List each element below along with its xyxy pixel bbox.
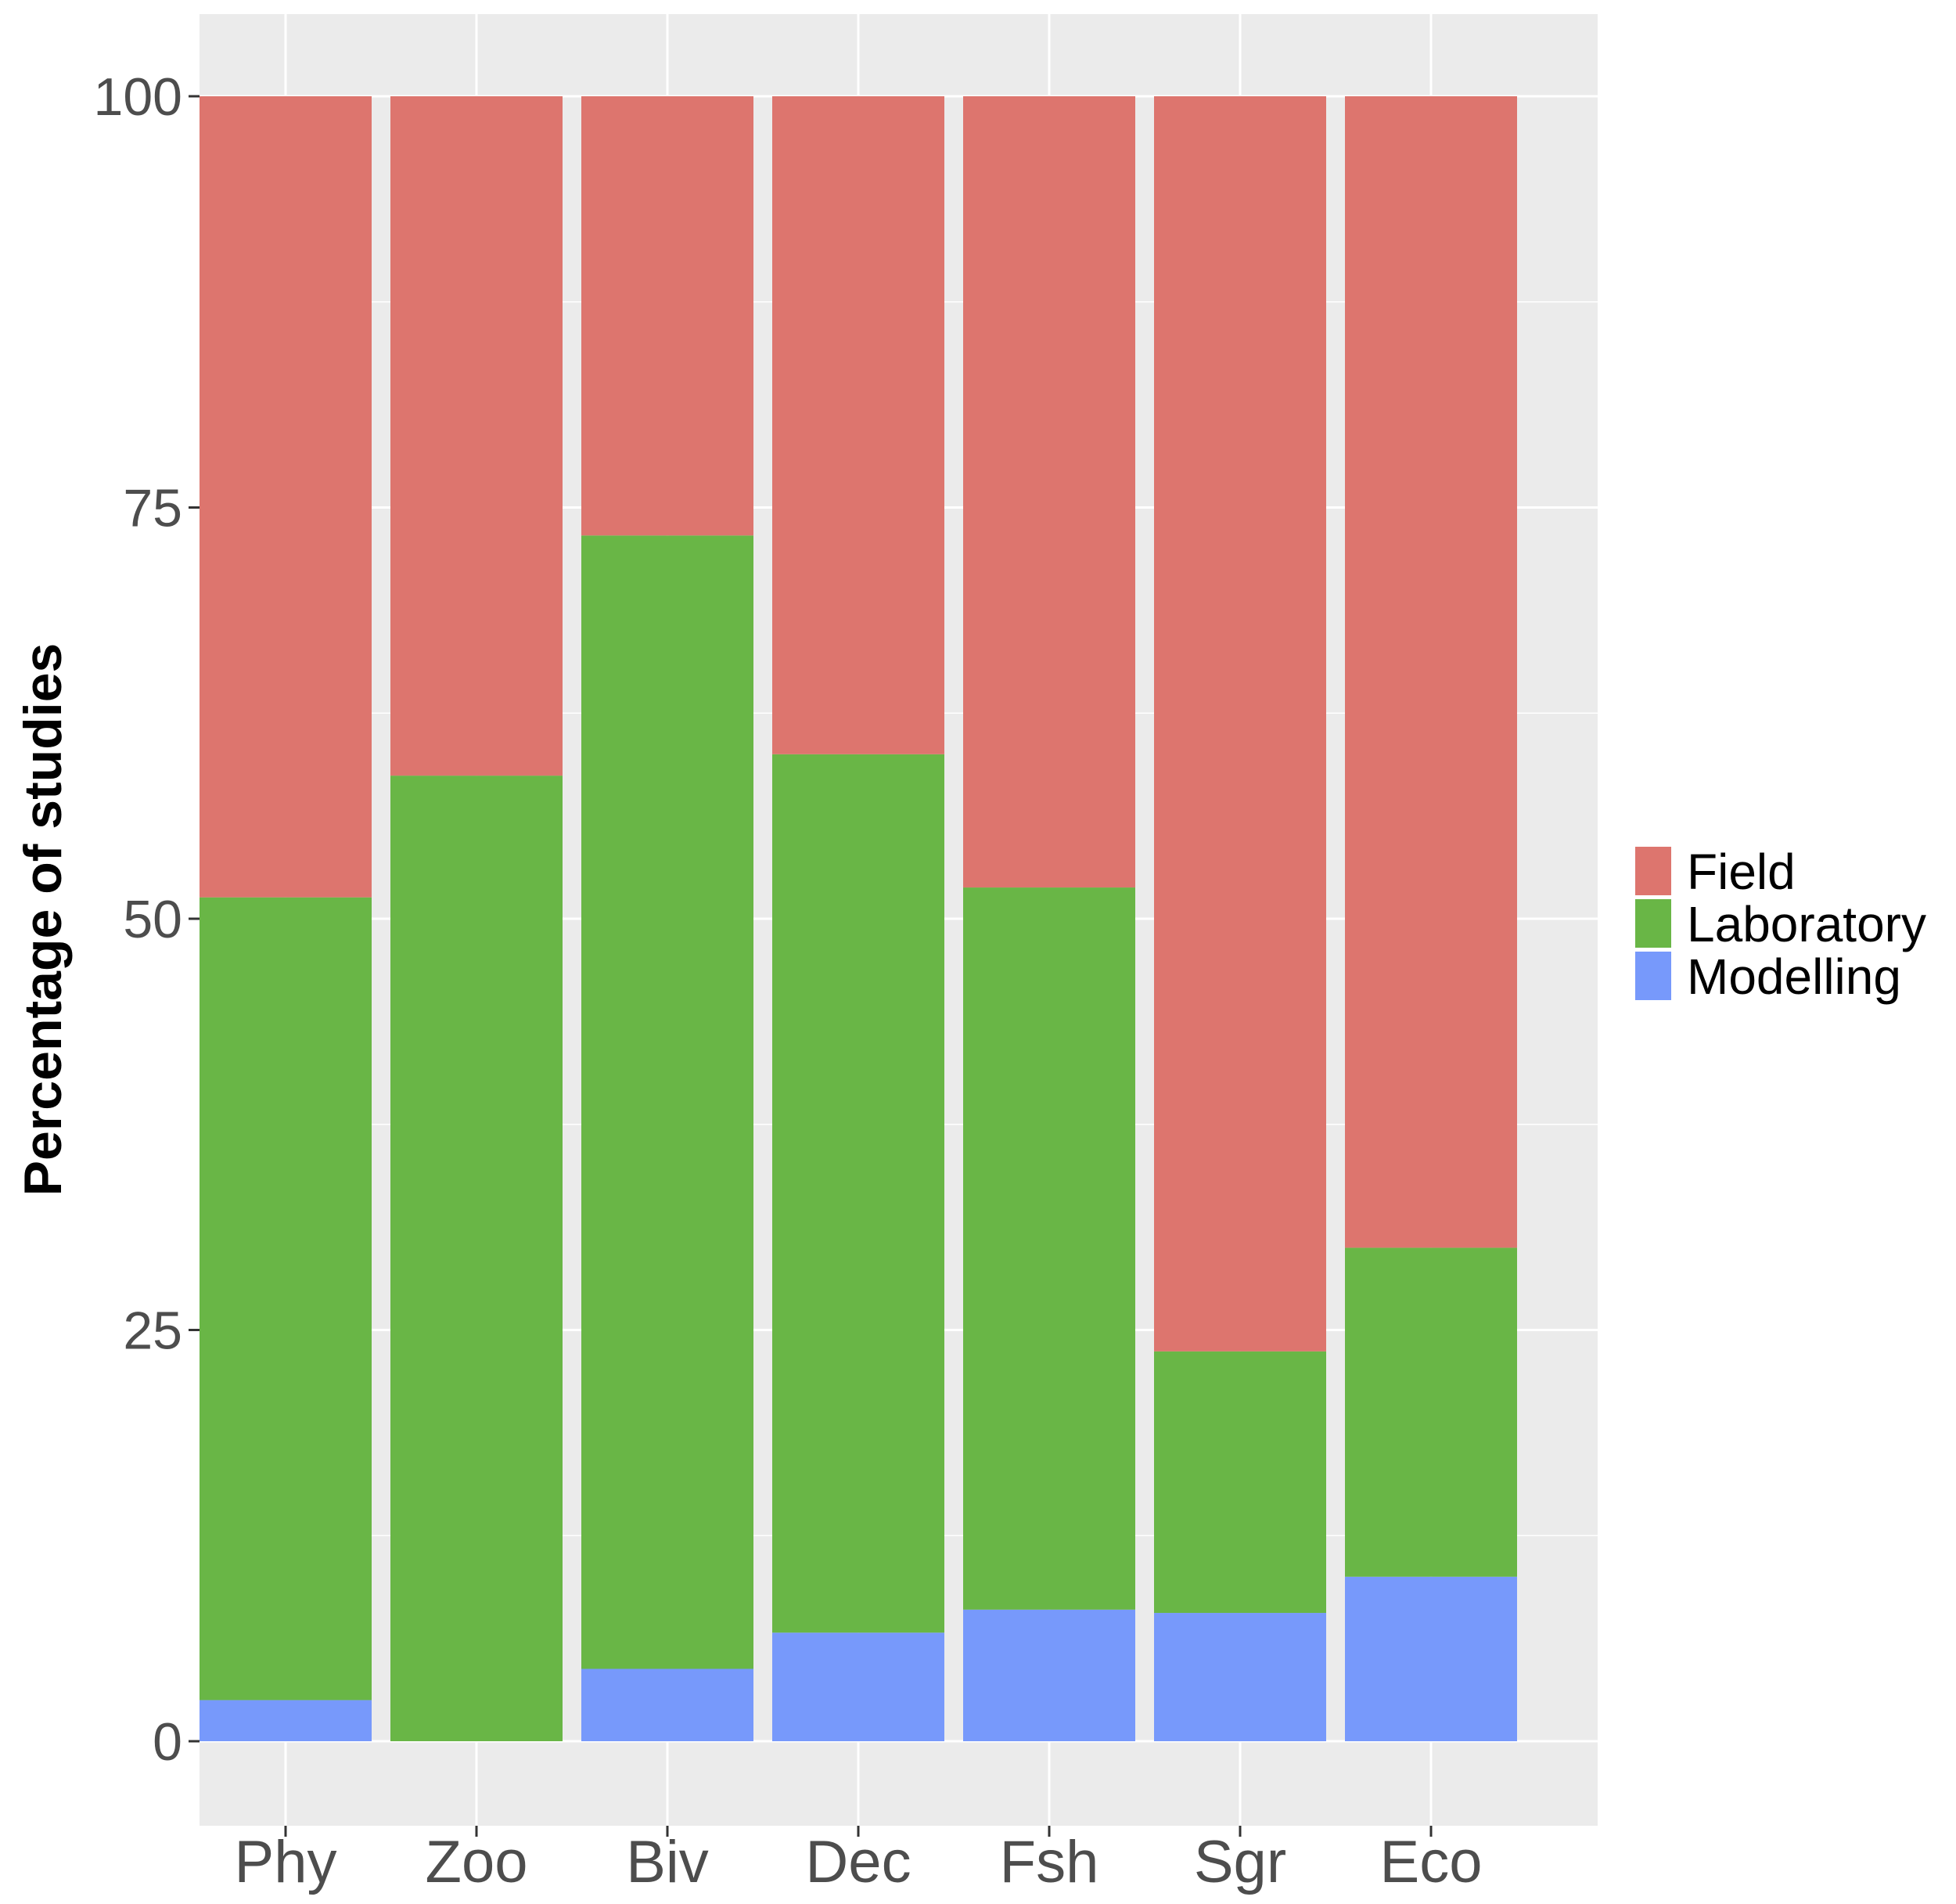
bar-dec-laboratory	[772, 754, 944, 1633]
y-tick-label: 100	[94, 67, 182, 127]
x-tick-label: Biv	[626, 1829, 709, 1895]
x-tick-label: Eco	[1380, 1829, 1483, 1895]
bar-fsh-modelling	[963, 1609, 1135, 1741]
legend-label-laboratory: Laboratory	[1687, 896, 1926, 952]
bar-fsh-laboratory	[963, 887, 1135, 1610]
bar-sgr-laboratory	[1154, 1351, 1326, 1614]
x-tick-label: Dec	[805, 1829, 911, 1895]
y-axis-title: Percentage of studies	[13, 643, 73, 1197]
bar-sgr-modelling	[1154, 1613, 1326, 1741]
bar-phy-field	[200, 96, 372, 898]
bar-sgr-field	[1154, 96, 1326, 1352]
bar-biv-field	[581, 96, 753, 536]
bars	[200, 96, 1517, 1741]
x-tick-label: Phy	[235, 1829, 337, 1895]
legend-key-modelling	[1635, 952, 1671, 1000]
bar-eco-laboratory	[1345, 1247, 1517, 1577]
legend-key-laboratory	[1635, 899, 1671, 948]
legend-label-modelling: Modelling	[1687, 948, 1901, 1005]
bar-eco-modelling	[1345, 1576, 1517, 1741]
bar-phy-modelling	[200, 1700, 372, 1741]
y-tick-label: 25	[123, 1301, 182, 1361]
bar-dec-field	[772, 96, 944, 754]
bar-zoo-laboratory	[390, 776, 563, 1741]
y-tick-label: 50	[123, 890, 182, 949]
bar-biv-modelling	[581, 1668, 753, 1741]
x-tick-label: Sgr	[1194, 1829, 1286, 1895]
x-axis: Phy Zoo Biv Dec Fsh Sgr Eco	[235, 1826, 1483, 1895]
bar-zoo-field	[390, 96, 563, 776]
bar-dec-modelling	[772, 1632, 944, 1741]
bar-biv-laboratory	[581, 535, 753, 1669]
bar-fsh-field	[963, 96, 1135, 888]
legend-label-field: Field	[1687, 844, 1796, 900]
bar-phy-laboratory	[200, 897, 372, 1701]
y-tick-label: 75	[123, 479, 182, 538]
y-tick-label: 0	[153, 1712, 182, 1772]
bar-eco-field	[1345, 96, 1517, 1248]
legend-key-field	[1635, 847, 1671, 895]
x-tick-label: Fsh	[1000, 1829, 1099, 1895]
y-axis: 0 25 50 75 100	[94, 67, 200, 1772]
x-tick-label: Zoo	[426, 1829, 528, 1895]
